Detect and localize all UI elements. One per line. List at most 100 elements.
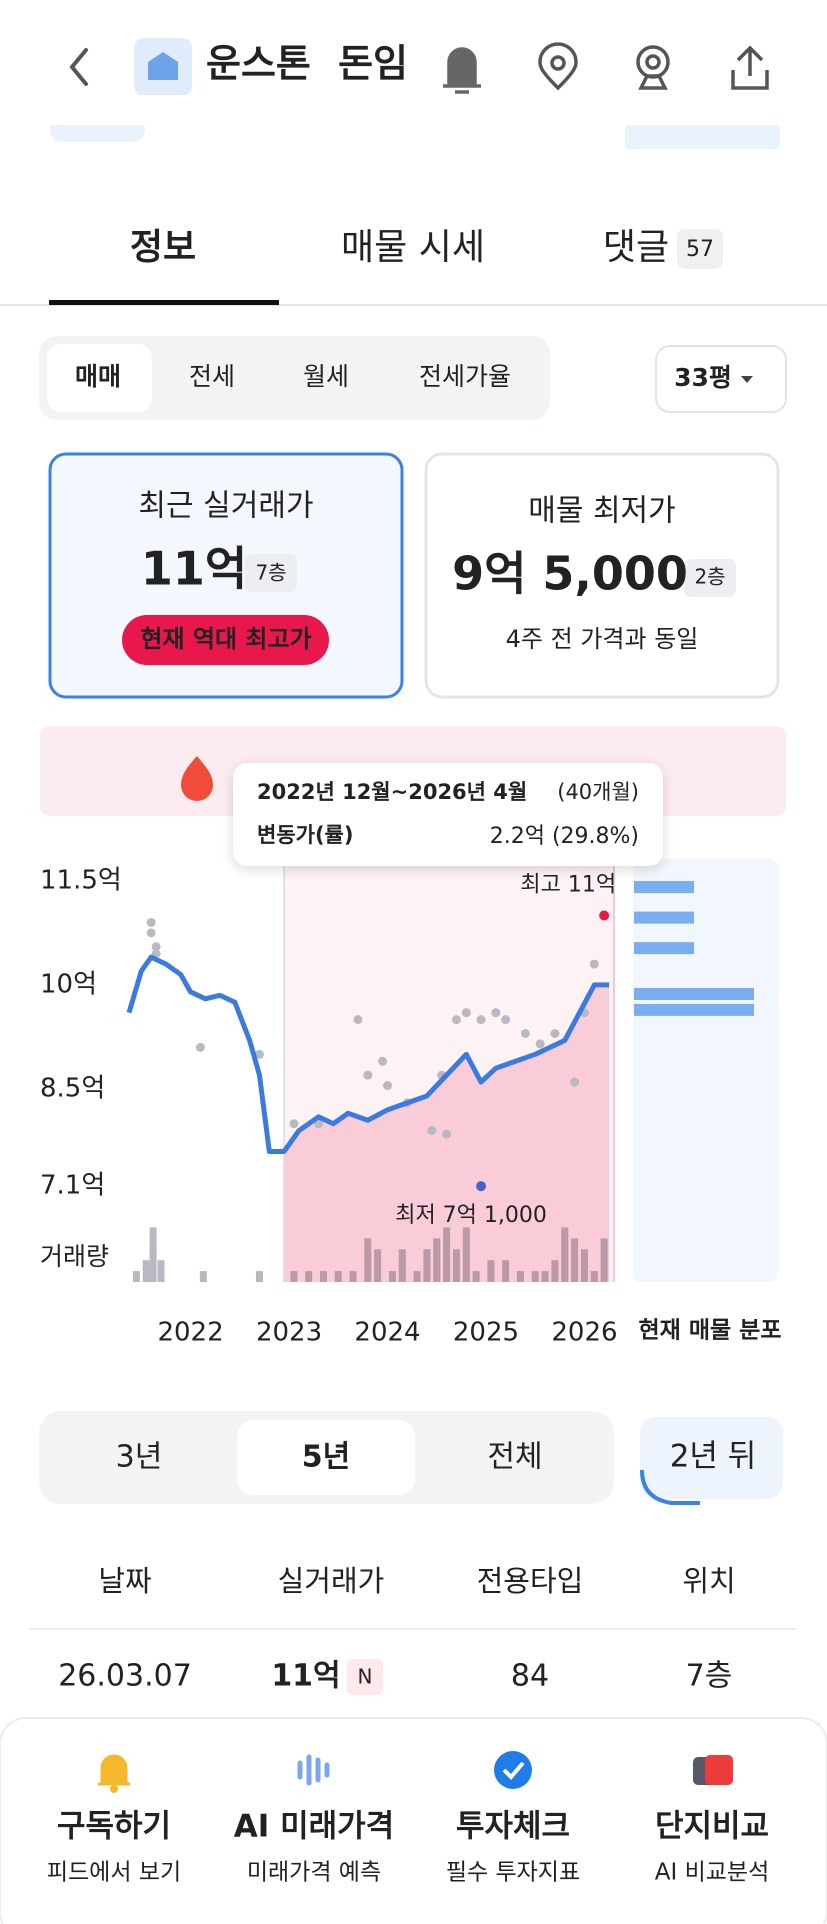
distribution-panel [633, 859, 778, 1282]
complex-title: 운스톤 돈임 [206, 42, 408, 86]
trade-dot [314, 1119, 324, 1129]
volume-bar [142, 1260, 150, 1282]
volume-bar [472, 1271, 480, 1282]
trade-dot [353, 1015, 363, 1025]
tooltip-label: 변동가(률) [257, 823, 353, 847]
volume-bar [255, 1271, 263, 1282]
min-dot [476, 1181, 487, 1192]
volume-bar [290, 1271, 298, 1282]
nav-icons [98, 1751, 733, 1793]
column-header: 전용타입 [477, 1564, 584, 1598]
listing-bar [634, 881, 694, 894]
trade-dot [363, 1070, 373, 1080]
dropdown-caret [741, 376, 753, 383]
tab: 정보 [130, 227, 196, 268]
nav-subtitle: 필수 투자지표 [446, 1860, 580, 1886]
nav-subtitle: AI 비교분석 [655, 1860, 769, 1886]
volume-bar [580, 1249, 588, 1282]
x-tick-label: 2022 [157, 1318, 223, 1348]
trade-dot [520, 1029, 530, 1038]
volume-bar [413, 1271, 421, 1282]
tooltip-change: 2.2억 (29.8%) [490, 824, 639, 849]
volume-bar [452, 1249, 460, 1282]
bottom-nav [0, 1717, 827, 1924]
column-header: 날짜 [98, 1564, 151, 1598]
trade-dot [146, 917, 156, 927]
volume-bar [364, 1238, 372, 1282]
trade-type: 월세 [303, 362, 349, 391]
listing-bar [634, 987, 754, 1000]
listing-bar [634, 942, 694, 955]
segment-bg [39, 336, 550, 420]
floor-badge [684, 559, 736, 597]
forecast-label: 2년 뒤 [670, 1439, 757, 1475]
forecast-accent [640, 1469, 700, 1505]
volume-bar [502, 1260, 510, 1282]
volume-label: 거래량 [40, 1242, 109, 1271]
nav-subtitle: 피드에서 보기 [47, 1860, 181, 1886]
x-tick-label: 2025 [453, 1318, 519, 1348]
trade-dot [535, 1039, 545, 1049]
column-header: 실거래가 [278, 1564, 385, 1598]
period-selected[interactable] [237, 1420, 415, 1495]
x-tick-label: 2026 [551, 1318, 617, 1348]
trade-dot [501, 1015, 511, 1025]
floor-badge [245, 554, 297, 592]
volume-bar [132, 1271, 140, 1282]
trade-dot [550, 1029, 560, 1038]
card-lowest[interactable] [424, 452, 780, 699]
nav-subtitle: 미래가격 예측 [247, 1860, 381, 1886]
volume-bar [487, 1260, 495, 1282]
nav-title: 투자체크 [456, 1809, 570, 1845]
volume-bar [199, 1271, 207, 1282]
card-floor: 7층 [255, 561, 286, 585]
nav-title: AI 미래가격 [234, 1809, 394, 1845]
tab-badge-bg [677, 229, 723, 269]
trade-dot [378, 1056, 388, 1066]
volume-bar [541, 1271, 549, 1282]
trade-dot [461, 1008, 471, 1018]
volume-bar [433, 1238, 441, 1282]
tab: 매물 시세 [341, 227, 485, 268]
card-floor: 2층 [694, 565, 725, 589]
trade-dot [254, 1049, 264, 1059]
volume-bar [149, 1227, 157, 1282]
volume-bar [600, 1238, 608, 1282]
house-icon [148, 52, 178, 80]
tab-underline [49, 300, 279, 305]
trade-dot [383, 1081, 393, 1091]
nav-title: 단지비교 [655, 1809, 769, 1845]
volume-bar [571, 1238, 579, 1282]
listing-bar [634, 911, 694, 924]
y-tick-label: 7.1억 [40, 1171, 105, 1201]
trade-dot [427, 1126, 437, 1136]
volume-bar [590, 1271, 598, 1282]
volume-bar [443, 1227, 451, 1282]
tooltip-period: 2022년 12월~2026년 4월 [257, 780, 527, 804]
column-header: 위치 [682, 1564, 735, 1598]
nav-title: 구독하기 [57, 1809, 171, 1845]
trade-dot [151, 942, 161, 952]
min-label: 최저 7억 1,000 [395, 1203, 547, 1228]
forecast-button[interactable] [640, 1417, 783, 1499]
trade-dot [442, 1129, 452, 1139]
card-price: 11억 [141, 542, 247, 596]
tooltip [233, 763, 663, 866]
y-tick-label: 8.5억 [40, 1074, 105, 1104]
table-cell: 26.03.07 [58, 1659, 192, 1694]
volume-bar [157, 1260, 165, 1282]
trade-type: 전세가율 [419, 362, 511, 391]
fire-icon [181, 756, 213, 801]
volume-bar [462, 1227, 470, 1282]
max-label: 최고 11억 [520, 873, 616, 898]
new-badge-bg [347, 1659, 383, 1695]
header-icons[interactable] [443, 42, 769, 94]
card-note: 4주 전 가격과 동일 [506, 625, 699, 653]
trade-dot [491, 1008, 501, 1018]
segment-selected[interactable] [47, 344, 152, 412]
card-title: 매물 최저가 [528, 494, 676, 529]
trade-dot [289, 1119, 299, 1129]
size-dropdown[interactable] [655, 345, 787, 413]
back-button[interactable] [69, 48, 88, 86]
